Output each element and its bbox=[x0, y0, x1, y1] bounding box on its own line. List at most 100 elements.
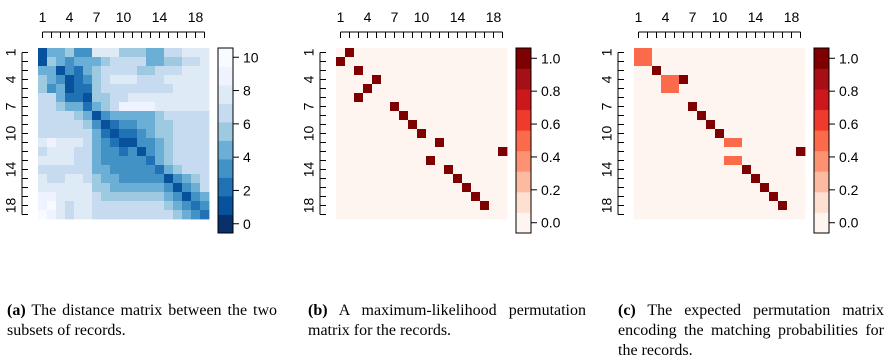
heatmap-cell bbox=[92, 120, 102, 130]
heatmap-cell bbox=[733, 66, 743, 76]
heatmap-cell bbox=[83, 84, 93, 94]
heatmap-cell bbox=[480, 183, 490, 193]
heatmap-cell bbox=[381, 84, 391, 94]
heatmap-cell bbox=[110, 120, 120, 130]
heatmap-cell bbox=[399, 66, 409, 76]
heatmap-cell bbox=[173, 102, 183, 112]
heatmap-cell bbox=[643, 192, 653, 202]
heatmap-cell bbox=[760, 84, 770, 94]
heatmap-cell bbox=[444, 183, 454, 193]
heatmap-cell bbox=[336, 57, 346, 67]
heatmap-cell bbox=[751, 111, 761, 121]
colorbar-tick-label: 0 bbox=[243, 216, 251, 232]
heatmap-cell bbox=[128, 93, 138, 103]
heatmap-cell bbox=[155, 165, 165, 175]
heatmap-cell bbox=[336, 120, 346, 130]
heatmap-cell bbox=[164, 75, 174, 85]
heatmap-cell bbox=[381, 111, 391, 121]
heatmap-cell bbox=[435, 156, 445, 166]
heatmap-cell bbox=[724, 66, 734, 76]
heatmap-cell bbox=[715, 93, 725, 103]
heatmap-cell bbox=[652, 183, 662, 193]
heatmap-cell bbox=[137, 75, 147, 85]
heatmap-cell bbox=[733, 75, 743, 85]
heatmap-cell bbox=[769, 66, 779, 76]
heatmap-cell bbox=[643, 111, 653, 121]
heatmap-cell bbox=[119, 156, 129, 166]
heatmap-cell bbox=[724, 183, 734, 193]
heatmap-cell bbox=[453, 93, 463, 103]
heatmap-cell bbox=[173, 201, 183, 211]
colorbar-tick-label: 0.0 bbox=[839, 215, 859, 231]
y-tick-label: 18 bbox=[599, 198, 615, 214]
heatmap-cell bbox=[697, 201, 707, 211]
heatmap-cell bbox=[724, 147, 734, 157]
heatmap-cell bbox=[155, 57, 165, 67]
colorbar-tick-label: 0.6 bbox=[839, 116, 859, 132]
heatmap-cell bbox=[688, 165, 698, 175]
heatmap-cell bbox=[155, 75, 165, 85]
heatmap-cell bbox=[652, 210, 662, 220]
heatmap-cell bbox=[787, 48, 797, 58]
x-tick-label: 10 bbox=[116, 9, 132, 25]
heatmap-cell bbox=[769, 57, 779, 67]
heatmap-cell bbox=[661, 183, 671, 193]
heatmap-cell bbox=[38, 111, 48, 121]
heatmap-cell bbox=[354, 165, 364, 175]
heatmap-cell bbox=[92, 210, 102, 220]
heatmap-cell bbox=[769, 102, 779, 112]
heatmap-cell bbox=[354, 183, 364, 193]
heatmap-cell bbox=[47, 165, 57, 175]
heatmap-cell bbox=[390, 210, 400, 220]
heatmap-cell bbox=[65, 111, 75, 121]
heatmap-cell bbox=[417, 210, 427, 220]
heatmap-cell bbox=[110, 57, 120, 67]
heatmap-cell bbox=[354, 129, 364, 139]
heatmap-cell bbox=[742, 93, 752, 103]
colorbar-segment bbox=[814, 68, 829, 90]
heatmap-cell bbox=[697, 147, 707, 157]
heatmap-cell bbox=[706, 192, 716, 202]
heatmap-cell bbox=[489, 210, 499, 220]
heatmap-cell bbox=[697, 192, 707, 202]
heatmap-cell bbox=[363, 93, 373, 103]
heatmap-cell bbox=[137, 111, 147, 121]
heatmap-cell bbox=[119, 129, 129, 139]
heatmap-cell bbox=[769, 192, 779, 202]
colorbar-tick-label: 4 bbox=[243, 149, 251, 165]
heatmap-cell bbox=[65, 57, 75, 67]
heatmap-cell bbox=[706, 138, 716, 148]
heatmap-cell bbox=[751, 192, 761, 202]
heatmap-cell bbox=[92, 147, 102, 157]
heatmap-cell bbox=[200, 165, 210, 175]
heatmap-cell bbox=[200, 138, 210, 148]
heatmap-cell bbox=[661, 75, 671, 85]
heatmap-cell bbox=[336, 192, 346, 202]
heatmap-cell bbox=[480, 84, 490, 94]
heatmap-cell bbox=[146, 174, 156, 184]
colorbar-tick-label: 1.0 bbox=[839, 50, 859, 66]
heatmap-cell bbox=[390, 201, 400, 211]
heatmap-cell bbox=[417, 129, 427, 139]
heatmap-cell bbox=[417, 147, 427, 157]
heatmap-cell bbox=[670, 111, 680, 121]
heatmap-cell bbox=[119, 48, 129, 58]
heatmap-cell bbox=[65, 84, 75, 94]
heatmap-cell bbox=[173, 93, 183, 103]
heatmap-cell bbox=[787, 93, 797, 103]
heatmap-cell bbox=[363, 66, 373, 76]
heatmap-cell bbox=[137, 129, 147, 139]
heatmap-cell bbox=[146, 183, 156, 193]
heatmap-cell bbox=[661, 102, 671, 112]
heatmap-cell bbox=[155, 111, 165, 121]
heatmap-cell bbox=[453, 210, 463, 220]
heatmap-cell bbox=[38, 174, 48, 184]
heatmap-cell bbox=[787, 201, 797, 211]
heatmap-cell bbox=[110, 84, 120, 94]
colorbar-tick-label: 0.2 bbox=[839, 182, 859, 198]
heatmap-cell bbox=[146, 48, 156, 58]
y-tick-label: 7 bbox=[3, 102, 19, 110]
heatmap-cell bbox=[643, 201, 653, 211]
heatmap-cell bbox=[796, 111, 806, 121]
heatmap-cell bbox=[417, 120, 427, 130]
